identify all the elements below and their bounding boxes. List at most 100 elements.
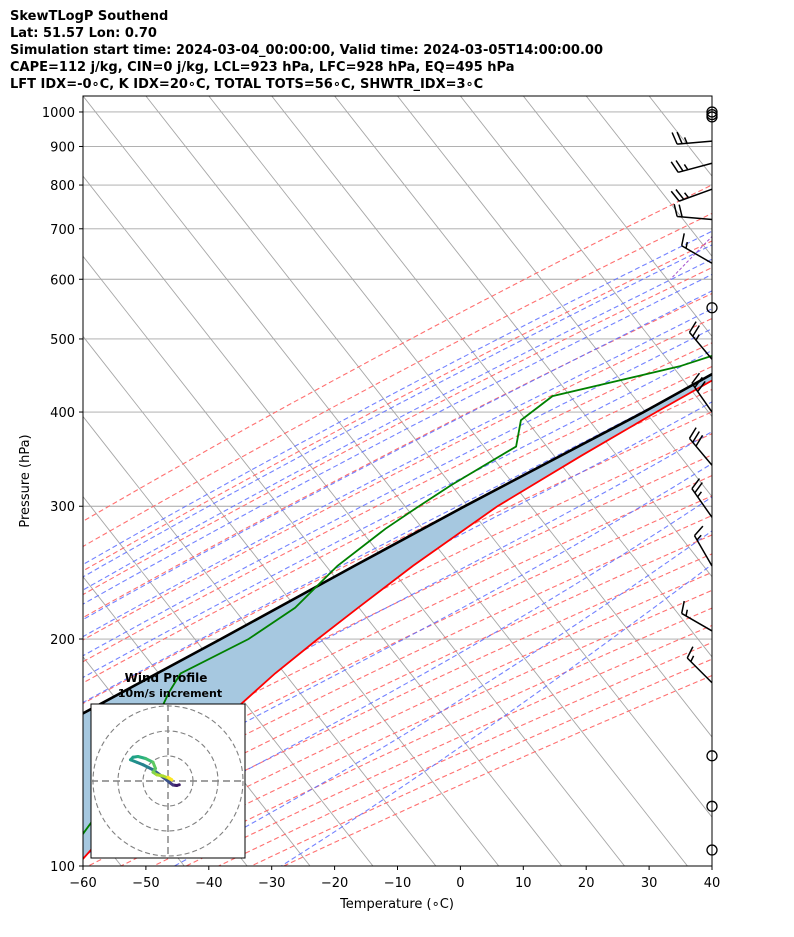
dry-adiabat [83,342,712,663]
dry-adiabat [83,495,712,801]
calm-circle [706,800,718,812]
barb-half-flag [697,491,703,498]
x-axis-label: Temperature (∘C) [339,897,454,912]
dry-adiabat [83,317,712,641]
barb-flag [675,160,684,172]
index-line: LFT IDX=-0∘C, K IDX=20∘C, TOTAL TOTS=56∘… [10,77,484,92]
x-tick-label: 0 [456,876,464,891]
mixing-ratio-line [670,235,712,280]
dewpoint-profile-line [83,354,712,836]
y-axis-label: Pressure (hPa) [18,434,33,527]
barb-flag [671,132,678,145]
barb-flag [695,434,704,447]
isotherm-line [460,96,712,418]
barb-flag [680,600,685,614]
location-line: Lat: 51.57 Lon: 0.70 [10,26,157,41]
barb-staff [677,162,713,174]
calm-circle [706,302,718,314]
barb-flag [694,482,703,494]
barb-flag [673,204,678,217]
x-tick-label: −60 [69,876,96,891]
barb-flag [688,427,697,439]
wind-barb [688,321,713,360]
wind-barb [691,478,713,518]
barb-half-flag [695,334,700,341]
y-tick-label: 700 [50,223,75,238]
moist-adiabat [83,308,712,638]
barb-half-flag [690,655,695,662]
barb-half-flag [696,534,702,541]
isotherm-line [83,335,500,866]
x-tick-label: 10 [515,876,532,891]
axes: −60 −50 −40 −30 −20 −10 0 10 20 30 40 100 200 300 400 5… [42,106,720,891]
barb-flag [691,372,701,384]
dry-adiabat [83,240,712,572]
wind-barb [686,646,713,684]
x-tick-label: 20 [578,876,595,891]
wind-barb [693,525,713,567]
moist-adiabat [83,374,712,704]
barb-staff [693,535,713,567]
barb-flag [675,189,685,200]
isotherm-line [83,495,374,866]
barb-flag [697,380,706,393]
isotherm-line [711,96,712,97]
parcel-profile-line [83,372,712,715]
dry-adiabat [83,433,712,744]
barb-staff [677,215,713,221]
moist-adiabat [83,230,712,566]
isotherm-line [271,96,712,658]
mixing-ratio-line [776,96,794,279]
hodograph-inset: Wind Profile 10m/s increment [90,671,246,859]
isotherm-line [83,175,625,866]
wind-barb [671,131,713,145]
wind-barb [706,111,718,123]
barb-staff [681,612,713,632]
barb-half-flag [683,164,689,171]
wind-barb [706,800,718,812]
barb-staff [691,382,713,413]
calm-circle [706,111,718,123]
hodograph-title: Wind Profile [125,671,208,685]
x-tick-label: −20 [321,876,348,891]
barb-half-flag [683,192,690,199]
x-tick-label: −50 [132,876,159,891]
time-line: Simulation start time: 2024-03-04_00:00:… [10,43,603,58]
barb-flag [692,431,700,443]
y-tick-label: 300 [50,500,75,515]
chart-title: SkewTLogP Southend [10,9,169,24]
wind-barbs [670,106,718,856]
barb-flag [670,190,680,202]
calm-circle [706,844,718,856]
cape-line: CAPE=112 j/kg, CIN=0 j/kg, LCL=923 hPa, … [10,60,515,75]
hodograph-subtitle: 10m/s increment [118,687,222,700]
y-tick-label: 400 [50,406,75,421]
wind-barb [706,750,718,762]
barb-half-flag [685,609,689,617]
isotherm-line [145,96,712,818]
isotherm-line [83,96,688,866]
hodograph-segment [166,775,174,782]
dry-adiabat [218,641,712,866]
dry-adiabat [83,388,712,705]
wind-barb [680,233,713,264]
dry-adiabat [83,534,712,836]
x-tick-label: 30 [641,876,658,891]
moist-adiabat [83,290,712,621]
barb-staff [691,488,713,518]
barb-flag [670,161,679,173]
wind-barb [691,372,713,413]
isotherm-line [648,96,712,177]
barb-flag [676,131,683,144]
dry-adiabat [185,624,712,866]
dry-adiabat [83,266,712,596]
wind-barb [706,302,718,314]
barb-staff [688,437,713,466]
y-tick-label: 100 [50,860,75,875]
x-tick-label: 40 [704,876,721,891]
chart-header: SkewTLogP Southend Lat: 51.57 Lon: 0.70 … [10,8,780,93]
y-tick-label: 800 [50,179,75,194]
wind-barb [680,600,713,632]
reference-lines [83,96,794,866]
